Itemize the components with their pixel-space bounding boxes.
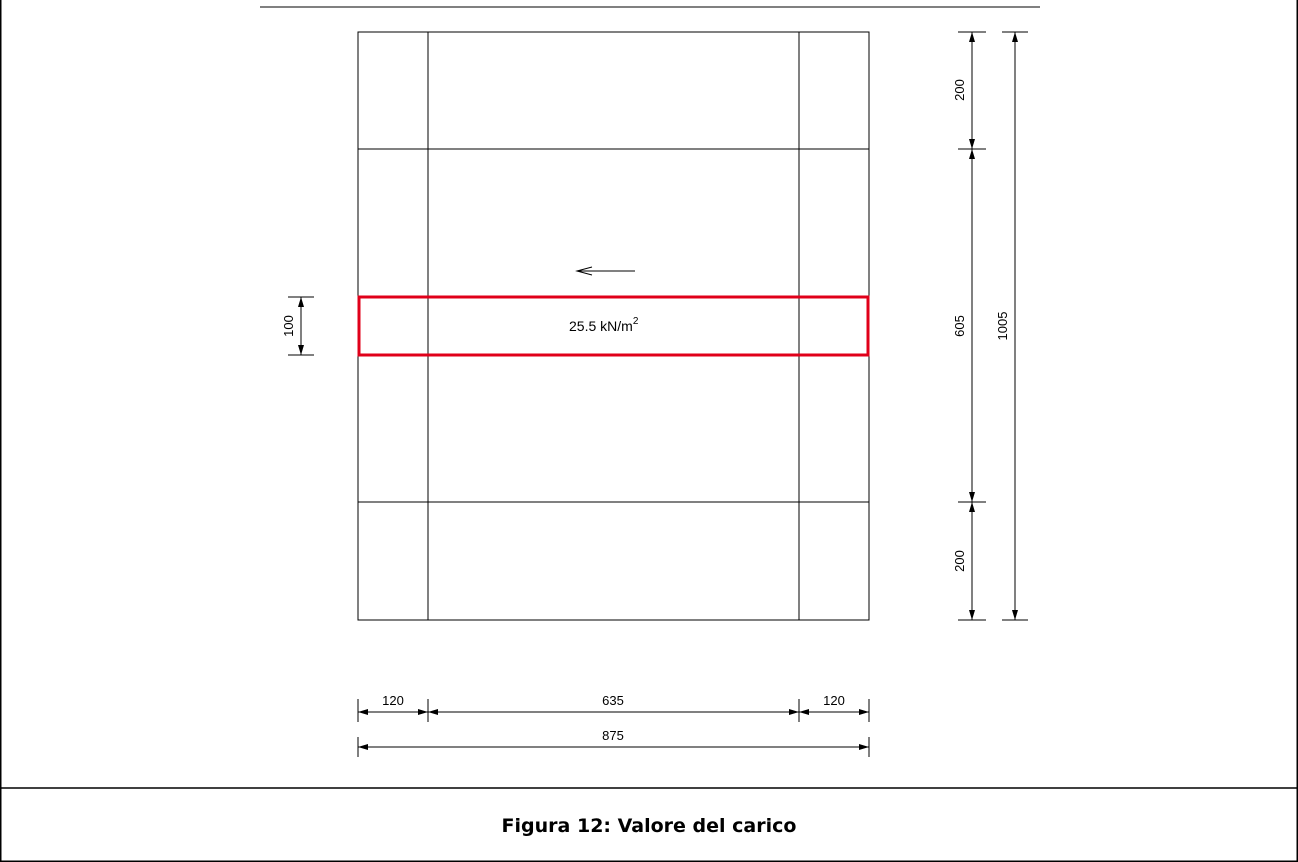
dimension-band-height-label: 100: [281, 315, 296, 337]
dimension-horizontal-left-label: 120: [382, 693, 404, 708]
dimension-vertical-total-label: 1005: [995, 312, 1010, 341]
load-unit-exponent: 2: [633, 316, 639, 327]
dimension-horizontal-total-label: 875: [602, 728, 624, 743]
dimension-band-height: [288, 296, 314, 356]
load-band-highlight: [357, 295, 870, 357]
dimension-vertical-chain: [958, 31, 986, 621]
dimension-horizontal-chain: [357, 699, 870, 722]
dimension-vertical-top-label: 200: [952, 79, 967, 101]
dimension-vertical-middle-label: 605: [952, 315, 967, 337]
load-value-label: 25.5 kN/m2: [569, 316, 639, 334]
dimension-horizontal-total: [357, 737, 870, 757]
figure-caption: Figura 12: Valore del carico: [502, 815, 797, 837]
dimension-vertical-total: [1002, 31, 1028, 621]
dimension-vertical-bottom-label: 200: [952, 550, 967, 572]
direction-arrow-icon: [575, 266, 635, 276]
dimension-horizontal-right-label: 120: [823, 693, 845, 708]
dimension-horizontal-middle-label: 635: [602, 693, 624, 708]
